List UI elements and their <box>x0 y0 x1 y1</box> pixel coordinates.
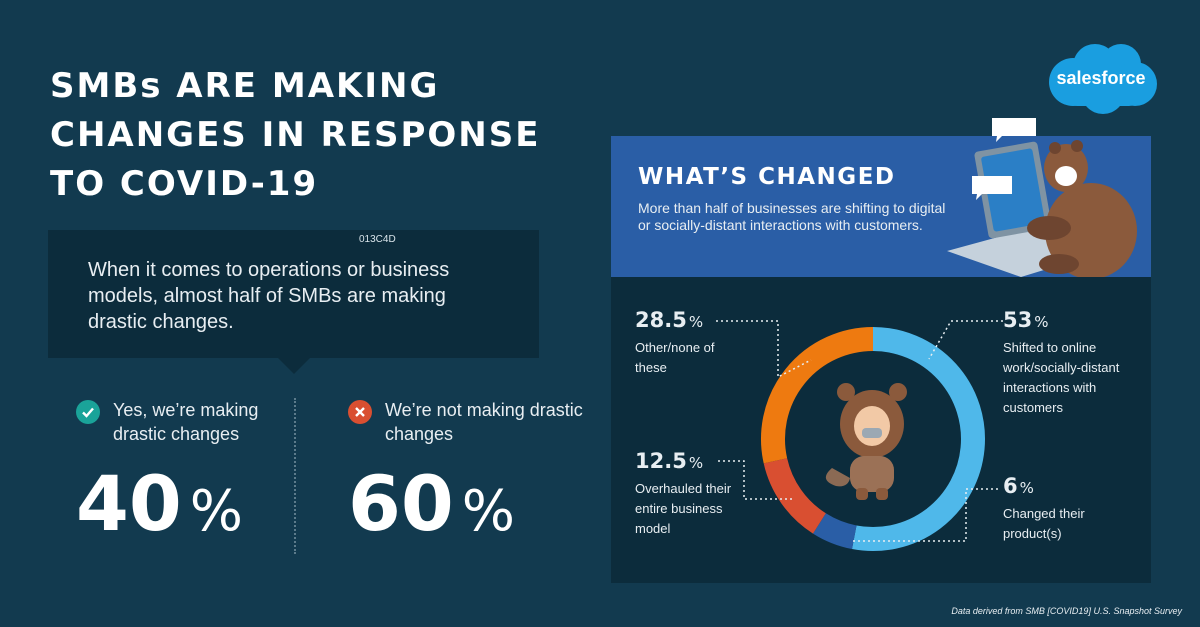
legend-overhauled: 12.5% Overhauled their entire business m… <box>635 451 751 539</box>
speech-bubble-icon <box>972 176 1012 200</box>
panel-header: WHAT’S CHANGED More than half of busines… <box>611 136 1151 277</box>
legend-online: 53% Shifted to online work/socially-dist… <box>1003 310 1143 418</box>
callout-code: 013C4D <box>359 234 396 245</box>
legend-other-label: Other/none of these <box>635 340 715 375</box>
legend-other: 28.5% Other/none of these <box>635 310 721 378</box>
stat-no-value: 60% <box>348 459 515 548</box>
bear-mascot-illustration <box>947 140 1137 277</box>
panel-heading: WHAT’S CHANGED <box>638 164 896 190</box>
x-icon <box>348 400 372 424</box>
stat-yes: Yes, we’re making drastic changes 40% <box>76 398 326 552</box>
stat-yes-label: Yes, we’re making drastic changes <box>113 400 259 444</box>
callout-box: 013C4D When it comes to operations or bu… <box>48 230 539 374</box>
callout-text: When it comes to operations or business … <box>88 259 450 333</box>
panel-text: More than half of businesses are shiftin… <box>638 200 946 233</box>
astro-mascot-illustration <box>825 383 907 500</box>
legend-overhauled-label: Overhauled their entire business model <box>635 481 732 536</box>
legend-product-label: Changed their product(s) <box>1003 506 1085 541</box>
stat-yes-value: 40% <box>76 459 243 548</box>
salesforce-logo: salesforce <box>1043 40 1159 118</box>
legend-product: 6% Changed their product(s) <box>1003 476 1113 544</box>
salesforce-logo-text: salesforce <box>1056 68 1146 88</box>
check-icon <box>76 400 100 424</box>
slice-product <box>812 513 857 550</box>
stat-no: We’re not making drastic changes 60% <box>348 398 598 552</box>
legend-online-label: Shifted to online work/socially-distant … <box>1003 340 1120 415</box>
speech-bubble-icon <box>992 118 1036 142</box>
stat-divider <box>294 398 296 554</box>
footer-source: Data derived from SMB [COVID19] U.S. Sna… <box>951 606 1182 616</box>
stat-no-label: We’re not making drastic changes <box>385 400 583 444</box>
slice-overhauled <box>763 457 827 534</box>
page-title: SMBs ARE MAKING CHANGES IN RESPONSE TO C… <box>50 66 541 204</box>
